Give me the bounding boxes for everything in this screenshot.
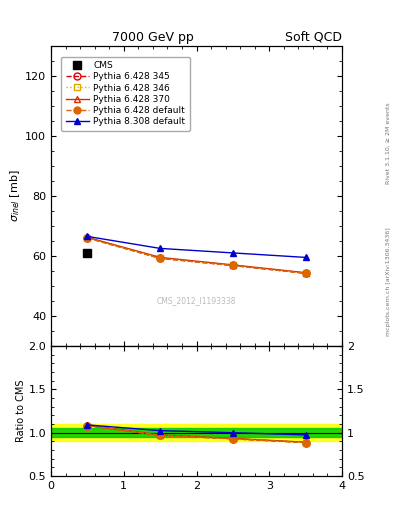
- Pythia 8.308 default: [158, 245, 163, 251]
- Pythia 6.428 346: [158, 255, 163, 262]
- Text: 7000 GeV pp: 7000 GeV pp: [112, 31, 194, 44]
- Pythia 6.428 default: [85, 235, 90, 241]
- Pythia 6.428 345: [85, 235, 90, 241]
- Y-axis label: Ratio to CMS: Ratio to CMS: [16, 380, 26, 442]
- Pythia 6.428 default: [158, 255, 163, 262]
- Bar: [51, 424, 342, 441]
- Legend: CMS, Pythia 6.428 345, Pythia 6.428 346, Pythia 6.428 370, Pythia 6.428 default,: CMS, Pythia 6.428 345, Pythia 6.428 346,…: [61, 57, 189, 131]
- Pythia 6.428 default: [303, 270, 308, 276]
- Pythia 6.428 345: [303, 270, 308, 276]
- Line: Pythia 6.428 346: Pythia 6.428 346: [84, 234, 309, 277]
- Line: Pythia 6.428 345: Pythia 6.428 345: [84, 234, 309, 277]
- Line: Pythia 6.428 default: Pythia 6.428 default: [84, 234, 309, 277]
- Pythia 6.428 370: [158, 254, 163, 261]
- Bar: [51, 429, 342, 437]
- Y-axis label: $\sigma_{inel}$ [mb]: $\sigma_{inel}$ [mb]: [9, 169, 22, 222]
- Text: CMS_2012_I1193338: CMS_2012_I1193338: [157, 296, 236, 305]
- Pythia 8.308 default: [85, 233, 90, 240]
- Pythia 6.428 346: [85, 235, 90, 241]
- Text: mcplots.cern.ch [arXiv:1306.3436]: mcplots.cern.ch [arXiv:1306.3436]: [386, 227, 391, 336]
- Line: Pythia 8.308 default: Pythia 8.308 default: [84, 233, 309, 261]
- Pythia 6.428 370: [303, 270, 308, 276]
- Pythia 8.308 default: [231, 250, 235, 256]
- Text: Soft QCD: Soft QCD: [285, 31, 342, 44]
- Text: Rivet 3.1.10, ≥ 2M events: Rivet 3.1.10, ≥ 2M events: [386, 102, 391, 184]
- Pythia 6.428 345: [231, 263, 235, 269]
- Pythia 6.428 370: [231, 262, 235, 268]
- Pythia 6.428 345: [158, 255, 163, 262]
- Pythia 6.428 346: [303, 270, 308, 276]
- Pythia 6.428 370: [85, 234, 90, 241]
- Line: Pythia 6.428 370: Pythia 6.428 370: [84, 234, 309, 276]
- Pythia 6.428 346: [231, 263, 235, 269]
- Pythia 8.308 default: [303, 254, 308, 261]
- Pythia 6.428 default: [231, 263, 235, 269]
